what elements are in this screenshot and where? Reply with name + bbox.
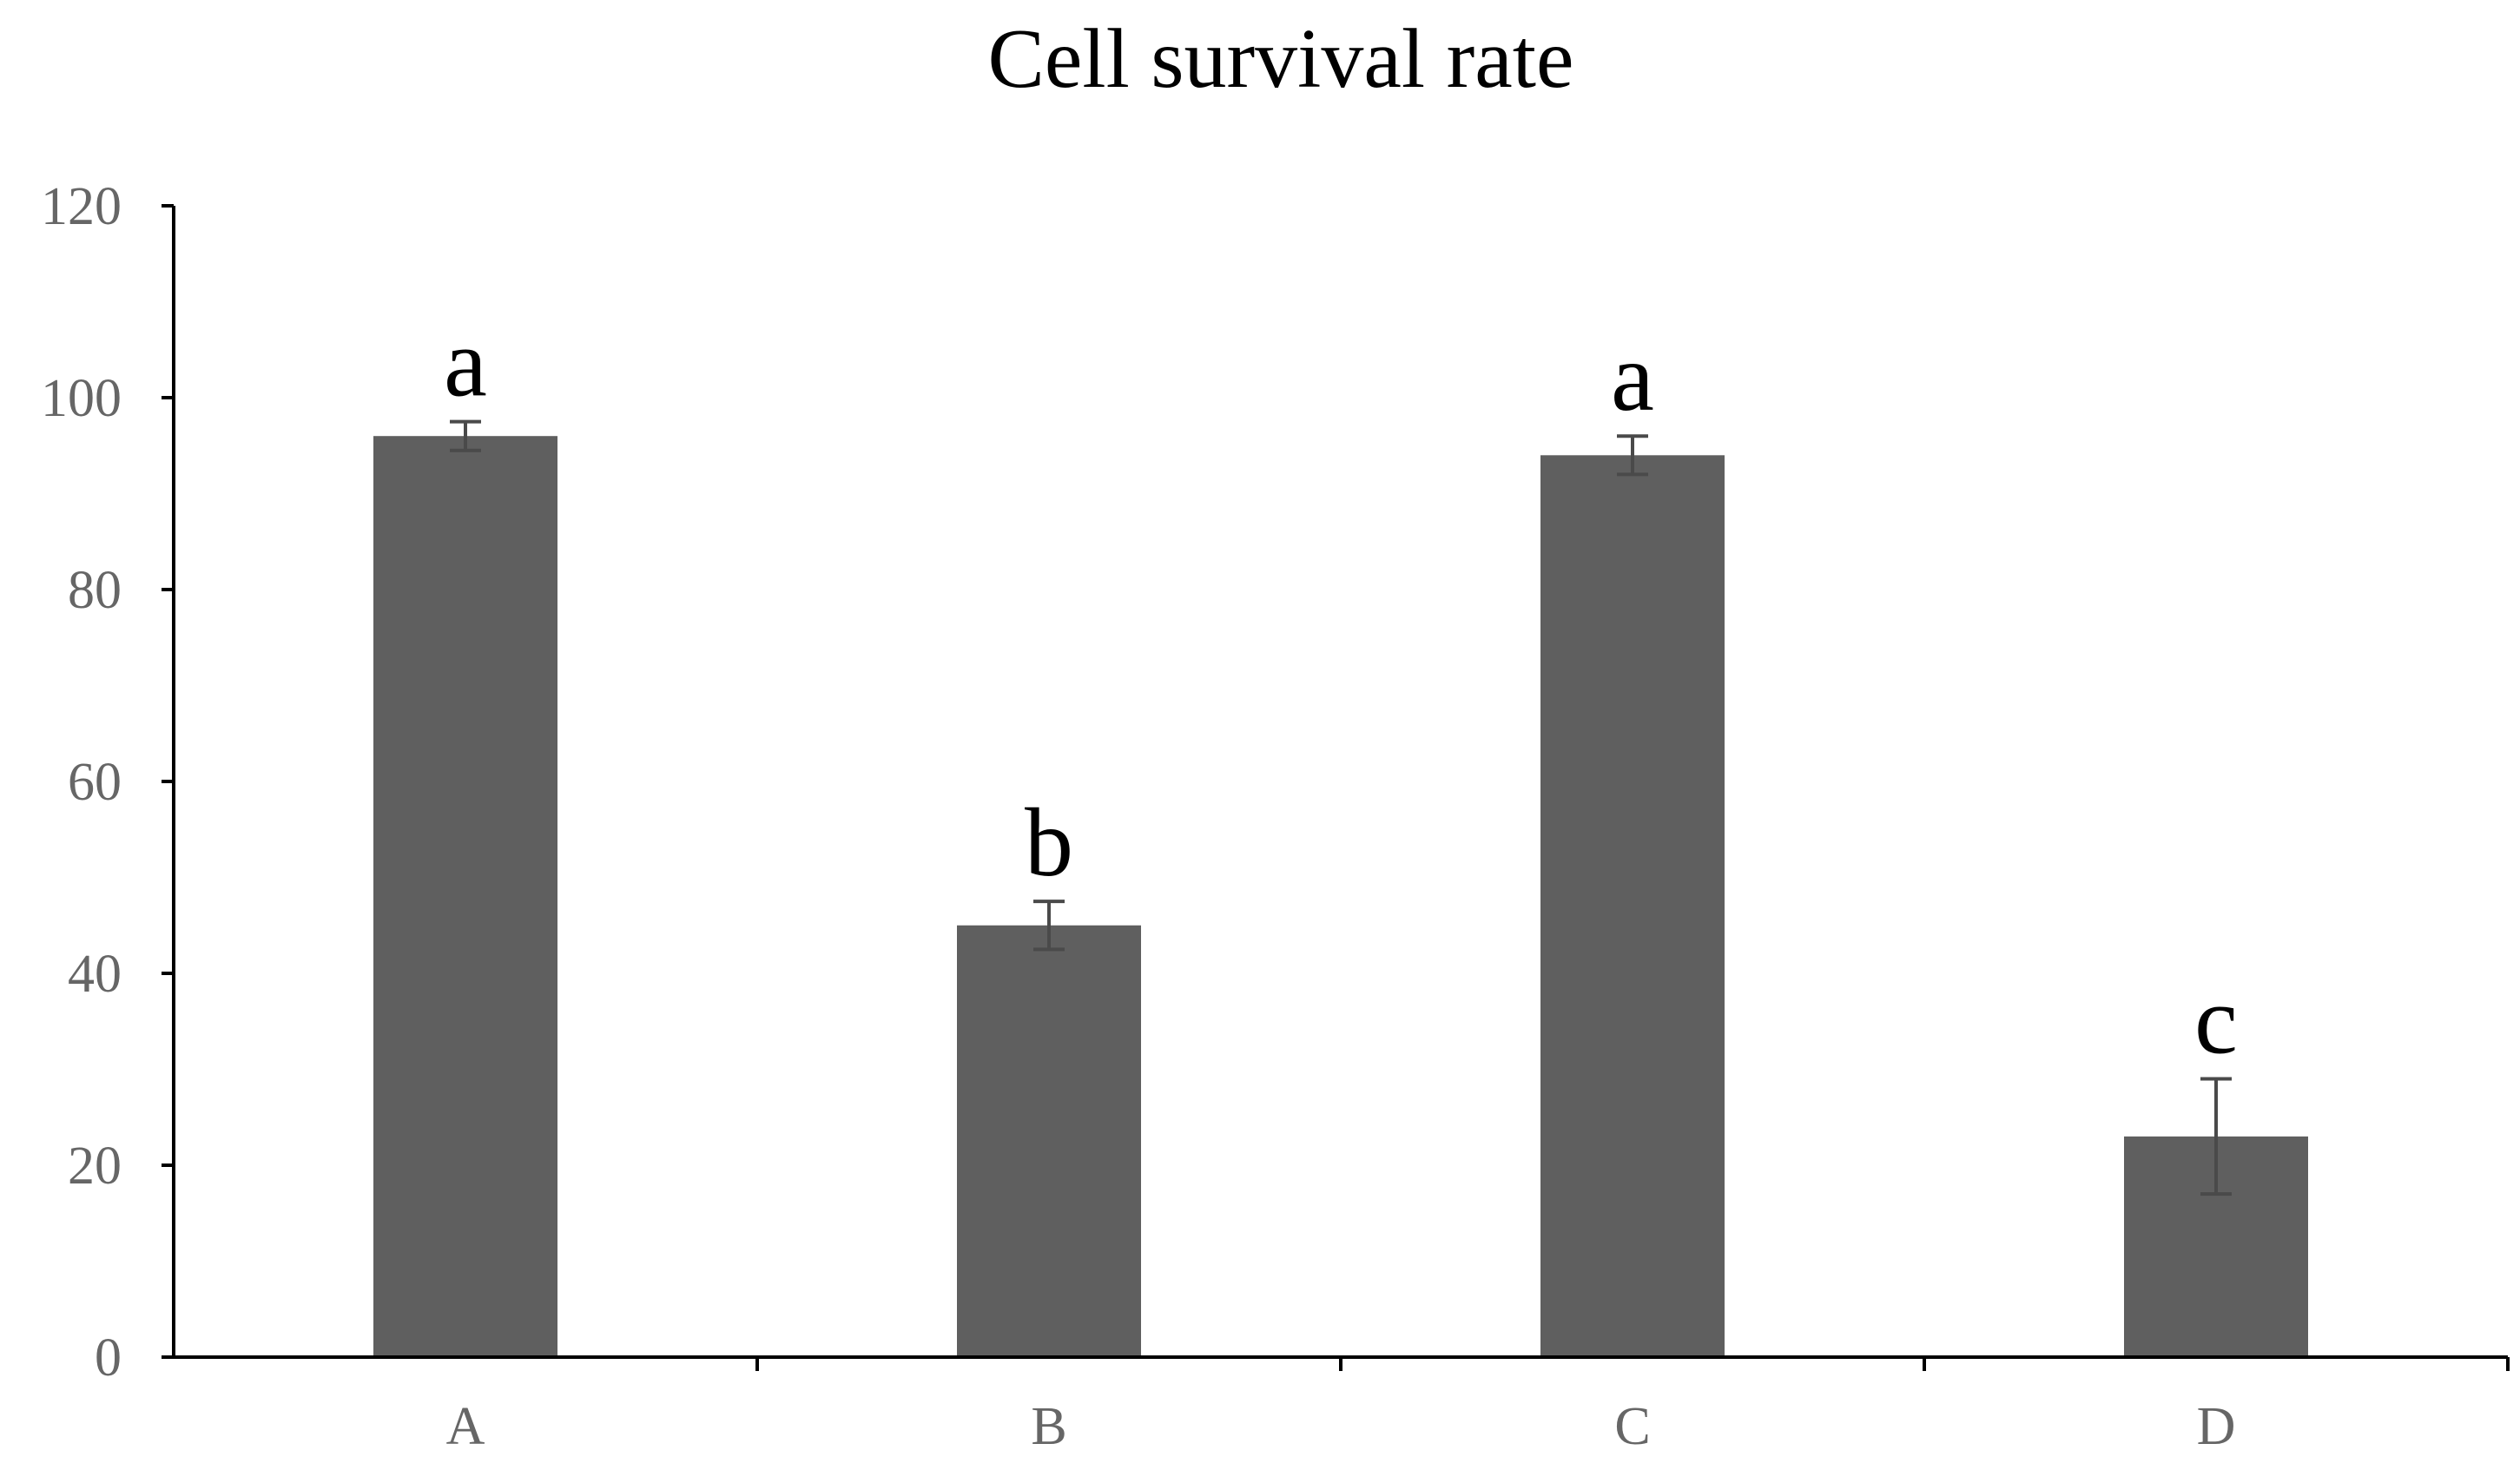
y-tick-label-60: 60 (68, 753, 122, 812)
chart-title: Cell survival rate (988, 12, 1574, 106)
x-tick-label-C: C (1614, 1397, 1650, 1456)
y-tick-label-120: 120 (41, 177, 122, 236)
y-tick-label-100: 100 (41, 369, 122, 428)
y-tick-label-0: 0 (95, 1328, 122, 1388)
x-tick-label-D: D (2197, 1397, 2236, 1456)
significance-label-D: c (2194, 967, 2238, 1075)
bars-layer (373, 436, 2308, 1358)
axes-layer (162, 204, 2510, 1371)
bar-B (957, 925, 1141, 1357)
y-tick-label-40: 40 (68, 945, 122, 1004)
x-tick-label-B: B (1031, 1397, 1066, 1456)
y-tick-label-80: 80 (68, 561, 122, 620)
labels-layer: Aa Bb Ca Dc 0 20 40 60 80 100 120 (41, 177, 2238, 1456)
bar-C (1540, 455, 1725, 1357)
y-tick-label-20: 20 (68, 1137, 122, 1196)
significance-label-A: a (444, 310, 487, 418)
x-tick-label-A: A (446, 1397, 485, 1456)
bar-A (373, 436, 557, 1358)
significance-label-C: a (1611, 324, 1654, 432)
error-bars-layer (450, 419, 2232, 1196)
significance-label-B: b (1025, 789, 1073, 897)
